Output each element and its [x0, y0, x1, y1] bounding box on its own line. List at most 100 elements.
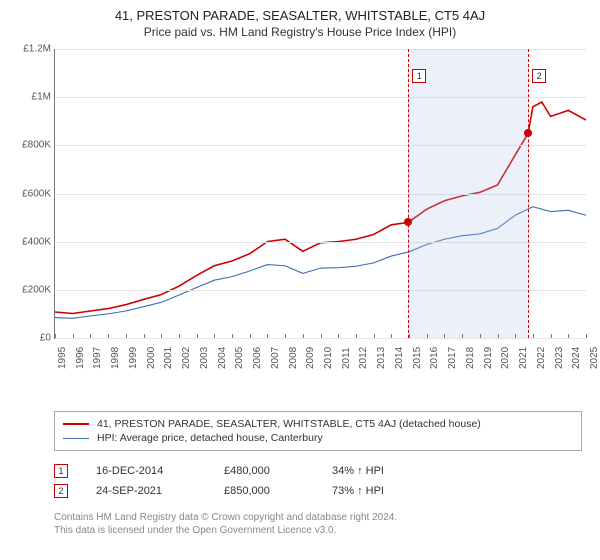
event-row: 116-DEC-2014£480,00034% ↑ HPI	[54, 461, 582, 481]
x-tick	[267, 334, 268, 338]
chart-title: 41, PRESTON PARADE, SEASALTER, WHITSTABL…	[10, 8, 590, 23]
data-point-marker	[524, 129, 532, 137]
x-axis-label: 2020	[500, 347, 511, 369]
x-tick	[73, 334, 74, 338]
event-number-box: 1	[54, 464, 68, 478]
event-row: 224-SEP-2021£850,00073% ↑ HPI	[54, 481, 582, 501]
x-axis-label: 2005	[234, 347, 245, 369]
x-axis-label: 2014	[394, 347, 405, 369]
x-tick	[586, 334, 587, 338]
x-axis-label: 2022	[536, 347, 547, 369]
x-tick	[409, 334, 410, 338]
x-tick	[321, 334, 322, 338]
x-axis-label: 2025	[589, 347, 600, 369]
y-axis-label: £400K	[22, 236, 55, 247]
x-tick	[533, 334, 534, 338]
x-axis-label: 1998	[110, 347, 121, 369]
x-axis-label: 2016	[429, 347, 440, 369]
event-date: 16-DEC-2014	[96, 465, 196, 477]
x-tick	[462, 334, 463, 338]
x-tick	[338, 334, 339, 338]
x-tick	[391, 334, 392, 338]
x-tick	[179, 334, 180, 338]
legend-swatch	[63, 438, 89, 439]
y-axis-label: £1M	[32, 92, 55, 103]
x-axis-label: 1997	[92, 347, 103, 369]
x-axis-label: 2013	[376, 347, 387, 369]
footer-line-1: Contains HM Land Registry data © Crown c…	[54, 511, 582, 524]
x-tick	[232, 334, 233, 338]
x-tick	[515, 334, 516, 338]
legend-item: 41, PRESTON PARADE, SEASALTER, WHITSTABL…	[63, 417, 573, 431]
x-tick	[108, 334, 109, 338]
x-tick	[303, 334, 304, 338]
x-tick	[568, 334, 569, 338]
x-tick	[285, 334, 286, 338]
footer-attribution: Contains HM Land Registry data © Crown c…	[54, 511, 582, 537]
x-axis-label: 2018	[465, 347, 476, 369]
legend: 41, PRESTON PARADE, SEASALTER, WHITSTABL…	[54, 411, 582, 451]
x-tick	[214, 334, 215, 338]
x-axis-label: 2010	[323, 347, 334, 369]
x-tick	[498, 334, 499, 338]
x-axis-label: 2024	[571, 347, 582, 369]
x-axis-label: 2003	[199, 347, 210, 369]
plot-area: £0£200K£400K£600K£800K£1M£1.2M12	[54, 49, 586, 339]
x-axis-label: 2004	[217, 347, 228, 369]
x-axis-label: 1995	[57, 347, 68, 369]
x-axis-label: 2012	[358, 347, 369, 369]
x-axis-labels: 1995 1996 1997 1998 1999 2000 2001 2002 2003 2004…	[54, 339, 586, 373]
x-tick	[427, 334, 428, 338]
y-axis-label: £1.2M	[23, 44, 55, 55]
x-tick	[444, 334, 445, 338]
event-vline	[408, 49, 409, 338]
event-price: £480,000	[224, 465, 304, 477]
x-axis-label: 1996	[75, 347, 86, 369]
legend-item: HPI: Average price, detached house, Cant…	[63, 431, 573, 445]
x-tick	[90, 334, 91, 338]
x-tick	[126, 334, 127, 338]
x-tick	[197, 334, 198, 338]
event-vline	[528, 49, 529, 338]
x-axis-label: 2017	[447, 347, 458, 369]
x-tick	[161, 334, 162, 338]
x-axis-label: 2015	[412, 347, 423, 369]
x-axis-label: 2009	[305, 347, 316, 369]
x-tick	[144, 334, 145, 338]
x-tick	[356, 334, 357, 338]
legend-label: 41, PRESTON PARADE, SEASALTER, WHITSTABL…	[97, 418, 481, 430]
x-axis-label: 2021	[518, 347, 529, 369]
x-axis-label: 2002	[181, 347, 192, 369]
y-axis-label: £200K	[22, 284, 55, 295]
x-axis-label: 2007	[270, 347, 281, 369]
x-axis-label: 2001	[163, 347, 174, 369]
event-marker-box: 1	[412, 69, 426, 83]
x-axis-label: 2023	[554, 347, 565, 369]
events-table: 116-DEC-2014£480,00034% ↑ HPI224-SEP-202…	[54, 461, 582, 501]
data-point-marker	[404, 218, 412, 226]
x-axis-label: 2000	[146, 347, 157, 369]
y-axis-label: £0	[40, 333, 55, 344]
event-marker-box: 2	[532, 69, 546, 83]
x-tick	[374, 334, 375, 338]
chart-subtitle: Price paid vs. HM Land Registry's House …	[10, 25, 590, 39]
x-axis-label: 2011	[341, 347, 352, 369]
x-tick	[250, 334, 251, 338]
x-axis-label: 2006	[252, 347, 263, 369]
event-pct-vs-hpi: 73% ↑ HPI	[332, 485, 432, 497]
y-axis-label: £600K	[22, 188, 55, 199]
x-tick	[551, 334, 552, 338]
y-axis-label: £800K	[22, 140, 55, 151]
highlight-band	[408, 49, 528, 338]
x-tick	[480, 334, 481, 338]
event-price: £850,000	[224, 485, 304, 497]
event-number-box: 2	[54, 484, 68, 498]
legend-swatch	[63, 423, 89, 425]
x-axis-label: 1999	[128, 347, 139, 369]
x-axis-label: 2019	[483, 347, 494, 369]
x-tick	[55, 334, 56, 338]
legend-label: HPI: Average price, detached house, Cant…	[97, 432, 323, 444]
footer-line-2: This data is licensed under the Open Gov…	[54, 524, 582, 537]
x-axis-label: 2008	[288, 347, 299, 369]
chart-container: 41, PRESTON PARADE, SEASALTER, WHITSTABL…	[0, 0, 600, 560]
